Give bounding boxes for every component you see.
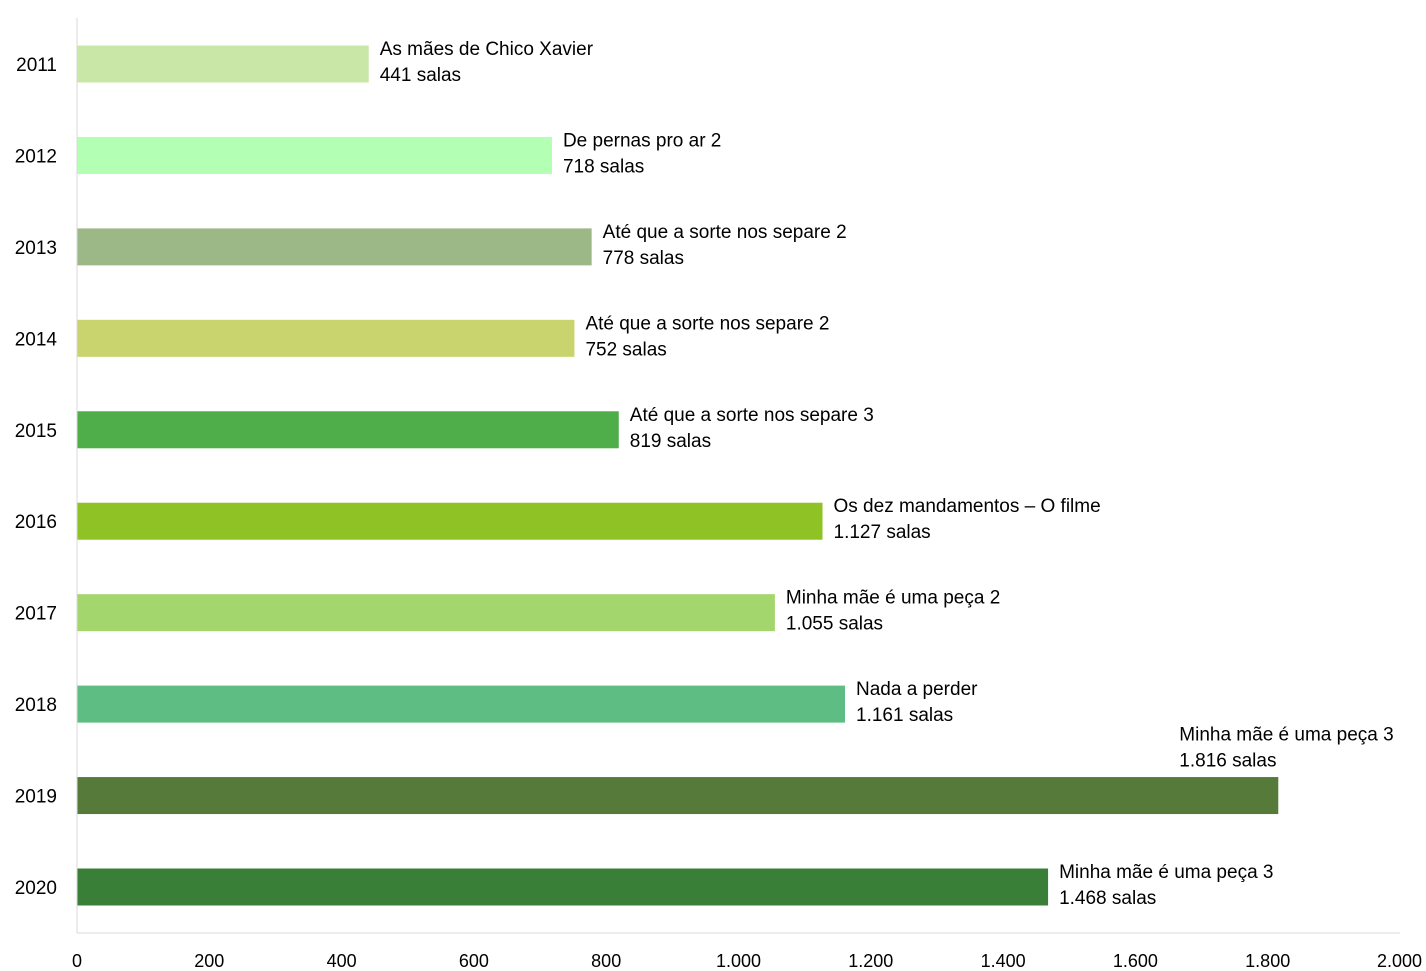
category-label-2019: 2019 xyxy=(15,787,57,808)
category-label-2011: 2011 xyxy=(16,55,57,76)
x-axis-ticks-group: 0 200 400 600 800 1.000 1.200 1.400 1.600 1.800 2.… xyxy=(72,951,1422,971)
category-label-2014: 2014 xyxy=(15,329,58,350)
data-label-value-2012: 718 salas xyxy=(563,156,644,177)
category-label-2018: 2018 xyxy=(15,695,57,716)
category-label-2016: 2016 xyxy=(15,512,57,533)
bar-2017 xyxy=(77,594,775,632)
x-tick-label-1200: 1.200 xyxy=(848,951,893,971)
bars-group xyxy=(77,45,1279,906)
x-tick-label-2000: 2.000 xyxy=(1377,951,1422,971)
bar-2011 xyxy=(77,45,369,83)
bar-2015 xyxy=(77,411,619,449)
bar-2014 xyxy=(77,319,575,357)
data-label-title-2012: De pernas pro ar 2 xyxy=(563,130,721,151)
data-label-title-2011: As mães de Chico Xavier xyxy=(380,39,594,60)
x-tick-label-1800: 1.800 xyxy=(1245,951,1290,971)
bar-2012 xyxy=(77,136,552,174)
category-label-2020: 2020 xyxy=(15,878,57,899)
data-label-title-2013: Até que a sorte nos separe 2 xyxy=(603,222,847,243)
x-tick-label-1400: 1.400 xyxy=(981,951,1026,971)
category-label-2013: 2013 xyxy=(15,238,57,259)
x-tick-label-400: 400 xyxy=(327,951,357,971)
data-label-value-2019: 1.816 salas xyxy=(1179,751,1276,772)
data-label-title-2016: Os dez mandamentos – O filme xyxy=(834,496,1101,517)
data-label-value-2017: 1.055 salas xyxy=(786,614,883,635)
category-labels-group: 2011 2012 2013 2014 2015 2016 2017 2018 2019 2020 xyxy=(15,55,58,899)
bar-2020 xyxy=(77,868,1049,906)
data-label-title-2018: Nada a perder xyxy=(856,679,978,700)
x-tick-label-600: 600 xyxy=(459,951,489,971)
data-label-title-2017: Minha mãe é uma peça 2 xyxy=(786,588,1000,609)
data-label-value-2016: 1.127 salas xyxy=(834,522,931,543)
category-label-2012: 2012 xyxy=(15,146,57,167)
data-label-title-2019: Minha mãe é uma peça 3 xyxy=(1179,725,1393,746)
x-tick-label-1600: 1.600 xyxy=(1113,951,1158,971)
bar-2013 xyxy=(77,228,592,266)
data-label-value-2014: 752 salas xyxy=(585,339,666,360)
category-label-2015: 2015 xyxy=(15,421,57,442)
data-label-title-2020: Minha mãe é uma peça 3 xyxy=(1059,862,1273,883)
x-tick-label-800: 800 xyxy=(591,951,621,971)
data-label-value-2011: 441 salas xyxy=(380,65,461,86)
x-tick-label-1000: 1.000 xyxy=(716,951,761,971)
bar-2019 xyxy=(77,777,1279,815)
category-label-2017: 2017 xyxy=(15,604,57,625)
data-label-value-2020: 1.468 salas xyxy=(1059,888,1156,909)
bar-2018 xyxy=(77,685,846,723)
data-label-title-2014: Até que a sorte nos separe 2 xyxy=(585,313,829,334)
x-tick-label-200: 200 xyxy=(194,951,224,971)
bar-2016 xyxy=(77,502,823,540)
data-label-value-2013: 778 salas xyxy=(603,248,684,269)
data-labels-group: As mães de Chico Xavier 441 salas De perna… xyxy=(380,39,1394,909)
data-label-value-2018: 1.161 salas xyxy=(856,705,953,726)
data-label-value-2015: 819 salas xyxy=(630,431,711,452)
x-tick-label-0: 0 xyxy=(72,951,82,971)
data-label-title-2015: Até que a sorte nos separe 3 xyxy=(630,405,874,426)
